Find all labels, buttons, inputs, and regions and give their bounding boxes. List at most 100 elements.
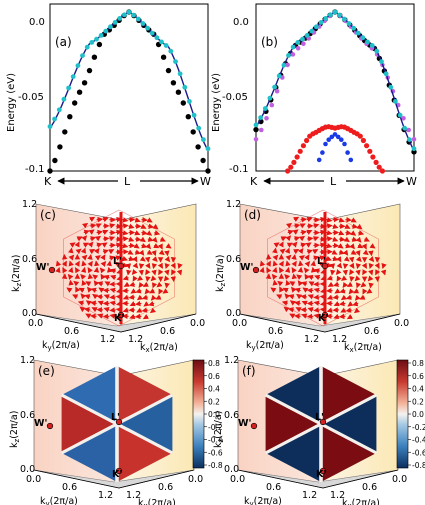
symmetry-point — [115, 467, 123, 475]
spin-arrow — [326, 275, 333, 281]
spin-arrow — [313, 313, 320, 319]
spin-arrow — [375, 269, 381, 276]
spin-arrow — [362, 269, 368, 276]
spin-arrow — [83, 229, 90, 235]
spin-arrow — [307, 294, 314, 300]
spin-arrow — [148, 301, 155, 307]
spin-arrow — [157, 262, 163, 269]
spin-arrow — [349, 269, 355, 276]
data-point — [370, 154, 376, 160]
data-point — [52, 157, 58, 164]
axis-line — [237, 469, 324, 489]
spin-arrow — [81, 254, 88, 261]
symmetry-point-label: K' — [318, 313, 328, 324]
data-point — [52, 116, 57, 122]
spin-arrow — [66, 287, 73, 293]
colorbar-tick-label: -0.8 — [208, 461, 223, 470]
spin-arrow — [350, 217, 357, 223]
panel-label: (a) — [55, 35, 72, 49]
data-point — [357, 133, 363, 139]
data-point — [170, 80, 177, 86]
bz-outline — [267, 209, 379, 327]
spin-arrow — [100, 260, 107, 267]
spin-arrow — [272, 247, 278, 254]
data-point — [135, 16, 141, 22]
axis-label: ky(2π/a) — [42, 340, 80, 352]
spin-arrow — [299, 235, 306, 242]
heatmap-sector — [61, 366, 117, 424]
data-point — [191, 112, 197, 118]
spin-arrow — [303, 267, 310, 274]
spin-arrow — [109, 300, 116, 306]
axis-label: kz(2π/a) — [215, 255, 227, 292]
data-point — [345, 150, 350, 155]
symmetry-point — [117, 311, 125, 319]
spin-arrow — [165, 243, 172, 249]
spin-arrow — [331, 249, 338, 255]
data-point — [196, 125, 202, 131]
colorbar-tick-label: 0.0 — [208, 410, 220, 419]
z-tick-label: 0.0 — [224, 464, 239, 475]
data-point — [320, 150, 325, 155]
spin-arrow — [301, 313, 308, 319]
panel-c: W'L'K'(c)1.20.60.0kz(2π/a)0.00.61.2ky(2π… — [11, 199, 205, 354]
spin-arrow — [294, 223, 301, 229]
x-tick-label: 0.6 — [158, 482, 173, 493]
data-point — [339, 137, 344, 142]
data-point — [262, 106, 268, 111]
z-tick-label: 1.2 — [20, 355, 35, 366]
axis-label: ky(2π/a) — [40, 496, 78, 505]
axis-label: kx(2π/a) — [342, 498, 380, 505]
spin-arrow — [358, 230, 365, 236]
data-point — [309, 28, 315, 34]
y-tick-label: -0.1 — [229, 164, 249, 175]
data-point — [341, 16, 347, 22]
spin-arrow — [122, 236, 129, 242]
panel-b: (b) 0.0 -0.05 -0.1 Energy (eV) K L W — [211, 3, 417, 188]
z-tick-label: 0.6 — [226, 254, 241, 265]
plot-frame — [255, 3, 415, 172]
y-tick-label: 0.6 — [64, 326, 79, 337]
symmetry-point-label: W' — [238, 418, 251, 429]
spin-arrow — [109, 313, 116, 319]
spin-arrow — [68, 260, 74, 267]
x-tick-l: L — [330, 175, 337, 188]
spin-arrow — [122, 294, 129, 300]
spin-arrow — [99, 267, 106, 274]
spin-arrow — [149, 307, 156, 314]
spin-arrow — [137, 275, 144, 281]
data-point — [326, 137, 332, 142]
spin-arrow — [340, 307, 347, 313]
data-point — [411, 146, 417, 152]
spin-arrow — [125, 263, 132, 270]
data-point — [62, 129, 68, 135]
spin-arrow — [291, 273, 298, 280]
spin-arrow — [291, 267, 297, 274]
spin-arrow — [313, 268, 320, 274]
spin-arrow — [74, 260, 80, 267]
spin-arrow — [287, 229, 294, 235]
spin-arrow — [80, 293, 87, 300]
spin-arrow — [98, 287, 105, 293]
data-point — [86, 67, 93, 74]
data-point — [98, 33, 104, 38]
spin-arrow — [94, 260, 100, 267]
spin-arrow — [288, 294, 295, 300]
spin-arrow — [314, 274, 321, 281]
spin-arrow — [93, 248, 100, 255]
spin-arrow — [338, 236, 346, 242]
data-point — [96, 41, 103, 48]
data-point — [108, 24, 113, 30]
spin-arrow — [346, 281, 353, 287]
spin-arrow — [345, 307, 352, 313]
spin-arrow — [76, 236, 83, 242]
data-point — [149, 30, 155, 36]
spin-arrow — [310, 260, 316, 267]
x-tick-label: 1.2 — [330, 490, 345, 501]
data-point — [360, 35, 366, 41]
spin-arrow — [158, 269, 164, 276]
spin-arrow — [285, 279, 291, 286]
spin-arrow — [313, 307, 320, 313]
colorbar-tick-label: -0.6 — [412, 448, 425, 457]
spin-arrow — [284, 274, 291, 280]
